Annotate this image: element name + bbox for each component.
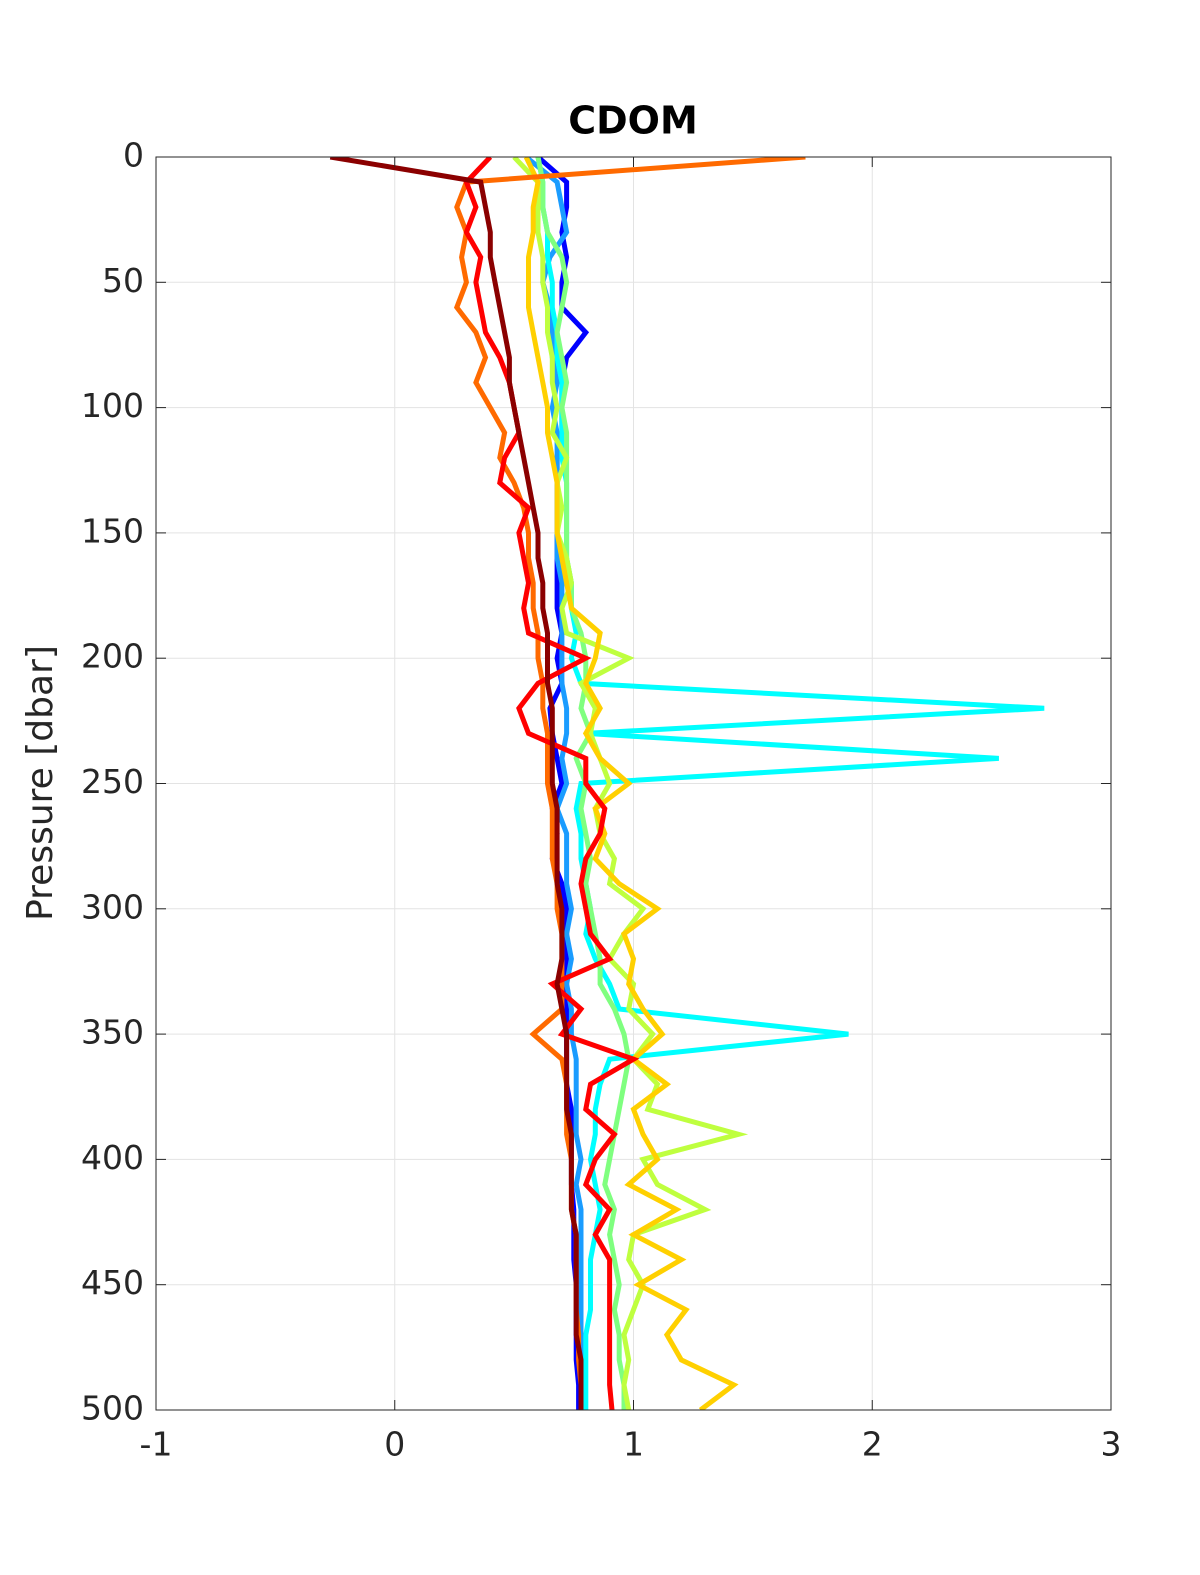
- y-tick-label: 450: [81, 1263, 144, 1302]
- profile-line: [329, 157, 584, 1410]
- lines: [329, 157, 1045, 1410]
- profile-line: [523, 157, 739, 1410]
- y-tick-label: 300: [81, 887, 144, 926]
- profile-line: [463, 157, 640, 1410]
- x-tick-label: 0: [384, 1425, 405, 1464]
- y-tick-label: 500: [81, 1389, 144, 1428]
- x-tick-label: 3: [1101, 1425, 1122, 1464]
- y-tick-label: 200: [81, 637, 144, 676]
- x-tick-label: 1: [623, 1425, 644, 1464]
- labels: -1 0 1 2 3 0 50 100 150 200 250 300 350 400 450 500: [81, 136, 1122, 1464]
- y-tick-label: 350: [81, 1013, 144, 1052]
- y-tick-label: 250: [81, 762, 144, 801]
- profile-line: [512, 157, 749, 1410]
- y-tick-label: 0: [123, 136, 144, 175]
- x-tick-label: 2: [862, 1425, 883, 1464]
- y-axis-label: Pressure [dbar]: [20, 645, 61, 921]
- y-tick-label: 50: [102, 261, 144, 300]
- y-tick-label: 400: [81, 1138, 144, 1177]
- chart-title: CDOM: [568, 99, 698, 143]
- x-tick-label: -1: [140, 1425, 173, 1464]
- y-tick-label: 150: [81, 511, 144, 550]
- y-tick-label: 100: [81, 386, 144, 425]
